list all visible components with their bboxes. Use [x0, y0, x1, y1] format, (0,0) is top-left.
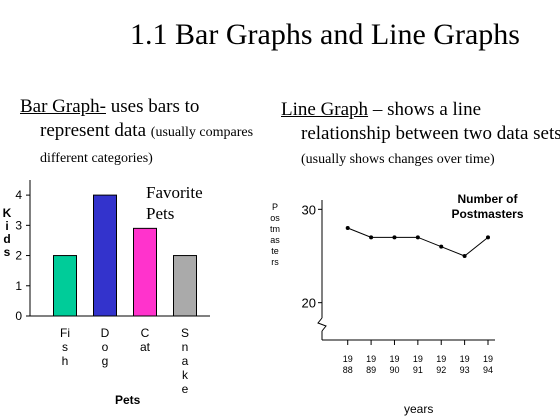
data-point	[485, 235, 490, 240]
line-chart-title: Number of Postmasters	[451, 192, 524, 221]
line-graph-text: Line Graph – shows a line relationship b…	[281, 98, 560, 172]
x-tick-label: 1991	[412, 354, 423, 375]
data-point	[415, 235, 420, 240]
x-tick-label: 1994	[482, 354, 493, 375]
data-point	[462, 254, 467, 258]
data-line	[347, 227, 489, 257]
y-tick-label: 3	[15, 218, 22, 232]
bar	[133, 227, 157, 317]
text: – shows a line relationship between two …	[301, 99, 560, 144]
y-tick-label: 2	[15, 249, 22, 263]
bar-graph-text: Bar Graph- uses bars to represent data (…	[20, 95, 262, 171]
data-point	[345, 226, 350, 230]
y-axis-label: Postmasters	[270, 202, 280, 267]
y-tick-label: 4	[15, 188, 22, 202]
y-tick-label: 20	[302, 296, 316, 311]
y-tick-label: 0	[15, 309, 22, 323]
y-tick-label: 30	[302, 202, 316, 217]
note: (usually shows changes over time)	[301, 152, 495, 167]
x-tick-label: Snake	[180, 326, 189, 396]
bar	[173, 255, 197, 317]
x-tick-label: 1990	[389, 354, 400, 375]
x-tick-label: Cat	[140, 326, 151, 354]
bar	[93, 194, 117, 317]
x-tick-label: 1988	[342, 354, 353, 375]
data-point	[392, 235, 397, 240]
x-tick-label: Dog	[100, 326, 110, 368]
data-point	[369, 235, 374, 240]
bar-chart-title: Favorite Pets	[146, 183, 203, 223]
x-tick-label: 1993	[459, 354, 470, 375]
x-tick-label: 1989	[366, 354, 377, 375]
term: Line Graph	[281, 99, 369, 120]
y-axis-label: Kids	[2, 206, 12, 259]
text: uses bars to represent data	[40, 96, 200, 141]
x-tick-label: 1992	[436, 354, 447, 375]
x-axis-label: Pets	[115, 393, 141, 407]
x-tick-label: Fish	[60, 326, 70, 368]
x-axis-label: years	[404, 402, 434, 416]
term: Bar Graph-	[20, 96, 106, 117]
y-tick-label: 1	[15, 279, 22, 293]
bar	[53, 255, 77, 317]
data-point	[439, 244, 444, 249]
axis-break	[317, 317, 327, 332]
slide-title: 1.1 Bar Graphs and Line Graphs	[130, 18, 520, 51]
note: (usually compares different categories)	[40, 125, 254, 166]
